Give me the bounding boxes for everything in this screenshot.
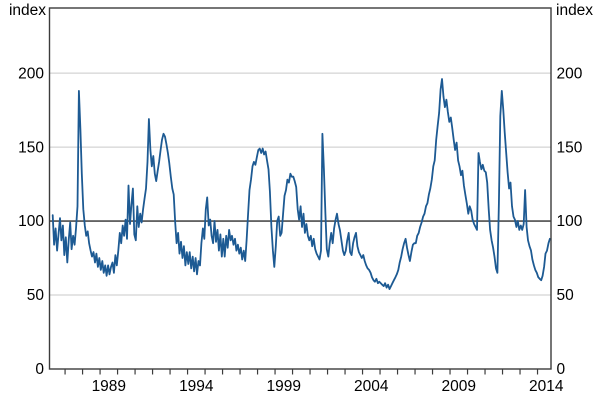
y-axis-unit-label-right: index <box>556 2 594 19</box>
y-tick-label-left-200: 200 <box>18 65 44 82</box>
y-tick-label-left-150: 150 <box>18 139 44 156</box>
data-line-index <box>51 78 551 291</box>
y-tick-label-right-50: 50 <box>557 287 575 304</box>
y-tick-label-right-100: 100 <box>557 213 583 230</box>
x-tick-label-2004: 2004 <box>354 378 389 395</box>
x-tick-label-2009: 2009 <box>442 378 476 395</box>
y-tick-label-right-200: 200 <box>557 65 583 82</box>
y-tick-label-right-0: 0 <box>557 361 566 378</box>
y-tick-label-right-150: 150 <box>557 139 583 156</box>
x-tick-label-1999: 1999 <box>267 378 301 395</box>
plot-border <box>48 7 552 370</box>
x-tick-label-1989: 1989 <box>92 378 126 395</box>
y-tick-label-left-50: 50 <box>27 287 45 304</box>
x-tick-label-1994: 1994 <box>179 378 214 395</box>
y-tick-label-left-0: 0 <box>35 361 44 378</box>
y-tick-label-left-100: 100 <box>18 213 44 230</box>
x-tick-label-2014: 2014 <box>529 378 564 395</box>
y-axis-unit-label-left: index <box>8 2 46 19</box>
